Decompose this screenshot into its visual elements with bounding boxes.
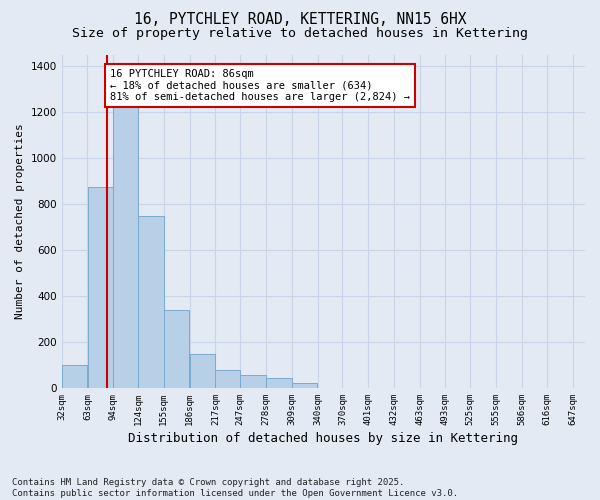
X-axis label: Distribution of detached houses by size in Kettering: Distribution of detached houses by size …	[128, 432, 518, 445]
Bar	[138, 216, 164, 388]
Bar	[190, 354, 215, 388]
Bar	[88, 187, 113, 388]
Bar	[266, 378, 292, 388]
Y-axis label: Number of detached properties: Number of detached properties	[15, 124, 25, 320]
Text: 16, PYTCHLEY ROAD, KETTERING, NN15 6HX: 16, PYTCHLEY ROAD, KETTERING, NN15 6HX	[134, 12, 466, 28]
Text: 16 PYTCHLEY ROAD: 86sqm
← 18% of detached houses are smaller (634)
81% of semi-d: 16 PYTCHLEY ROAD: 86sqm ← 18% of detache…	[110, 69, 410, 102]
Text: Size of property relative to detached houses in Kettering: Size of property relative to detached ho…	[72, 28, 528, 40]
Bar	[241, 376, 266, 388]
Bar	[292, 384, 317, 388]
Bar	[164, 310, 190, 388]
Bar	[113, 101, 138, 388]
Text: Contains HM Land Registry data © Crown copyright and database right 2025.
Contai: Contains HM Land Registry data © Crown c…	[12, 478, 458, 498]
Bar	[215, 370, 240, 388]
Bar	[62, 365, 87, 388]
